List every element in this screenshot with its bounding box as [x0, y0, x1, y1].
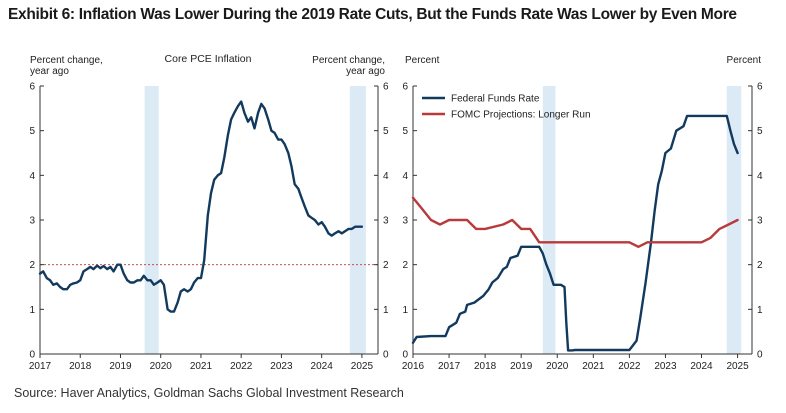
inflation-xtick-label: 2021 [190, 361, 213, 372]
inflation-xtick-label: 2023 [270, 361, 293, 372]
inflation-xtick-label: 2025 [351, 361, 374, 372]
inflation-ytick-label-right: 4 [383, 171, 389, 182]
inflation-shaded-period-1 [349, 86, 366, 354]
funds-rate-ytick-label-left: 2 [402, 260, 408, 271]
funds-rate-x-ticks: 2016 2017 2018 2019 2020 2021 2022 2023 2024 2025 [402, 354, 749, 372]
source-note: Source: Haver Analytics, Goldman Sachs G… [14, 386, 404, 400]
funds-rate-legend-label-1: FOMC Projections: Longer Run [451, 110, 591, 121]
inflation-ylabel-left-line: Percent change, [30, 55, 103, 66]
funds-rate-ytick-label-left: 1 [402, 305, 408, 316]
inflation-xtick-label: 2018 [69, 361, 92, 372]
inflation-xtick-label: 2022 [230, 361, 253, 372]
inflation-xtick-label: 2020 [150, 361, 173, 372]
inflation-shaded-period-0 [144, 86, 159, 354]
inflation-shaded-periods [144, 86, 366, 354]
inflation-ylabel-right: Percent change,year ago [312, 55, 385, 77]
funds-rate-xtick-label: 2025 [726, 361, 749, 372]
funds-rate-shaded-period-0 [542, 86, 556, 354]
inflation-ytick-label-left: 1 [29, 305, 35, 316]
inflation-ytick-label-right: 5 [383, 126, 389, 137]
inflation-xtick-label: 2017 [29, 361, 52, 372]
funds-rate-legend-label-0: Federal Funds Rate [451, 94, 540, 105]
funds-rate-xtick-label: 2023 [654, 361, 677, 372]
inflation-chart-title: Core PCE Inflation [165, 53, 252, 65]
funds-rate-xtick-label: 2018 [474, 361, 497, 372]
inflation-ytick-label-left: 4 [29, 171, 35, 182]
inflation-xtick-label: 2024 [311, 361, 334, 372]
funds-rate-chart: 0 01 12 23 34 45 56 6 2016 2017 2018 2019 2020 2021 2… [402, 55, 763, 372]
inflation-chart: 0 01 12 23 34 45 56 6 2017 2018 2019 2020 2021 2022 2… [29, 53, 389, 372]
funds-rate-ytick-label-right: 0 [757, 350, 763, 361]
funds-rate-ytick-label-right: 4 [757, 171, 763, 182]
funds-rate-legend: Federal Funds Rate FOMC Projections: Long… [422, 94, 591, 121]
inflation-ytick-label-right: 6 [383, 82, 389, 93]
inflation-ylabel-right-line: Percent change, [312, 55, 385, 66]
funds-rate-ylabel-left-line: Percent [405, 55, 440, 66]
funds-rate-xtick-label: 2016 [402, 361, 425, 372]
funds-rate-series [411, 114, 739, 352]
funds-rate-xtick-label: 2020 [546, 361, 569, 372]
exhibit-title: Exhibit 6: Inflation Was Lower During th… [8, 6, 737, 23]
inflation-x-ticks: 2017 2018 2019 2020 2021 2022 2023 2024 2025 [29, 354, 374, 372]
inflation-xtick-label: 2019 [109, 361, 132, 372]
funds-rate-y-ticks: 0 0 1 1 2 2 3 3 4 4 5 5 6 6 [402, 82, 763, 361]
funds-rate-ytick-label-left: 6 [402, 82, 408, 93]
funds-rate-ylabel-right-line: Percent [727, 55, 762, 66]
funds-rate-series-line-0 [411, 114, 739, 352]
funds-rate-ytick-label-left: 5 [402, 126, 408, 137]
funds-rate-ytick-label-right: 2 [757, 260, 763, 271]
funds-rate-ytick-label-left: 0 [402, 350, 408, 361]
funds-rate-ytick-label-left: 4 [402, 171, 408, 182]
inflation-ytick-label-left: 0 [29, 350, 35, 361]
funds-rate-xtick-label: 2024 [690, 361, 713, 372]
inflation-ytick-label-left: 3 [29, 216, 35, 227]
inflation-ytick-label-right: 0 [383, 350, 389, 361]
funds-rate-xtick-label: 2022 [618, 361, 641, 372]
inflation-y-ticks: 0 0 1 1 2 2 3 3 4 4 5 5 6 6 [29, 82, 389, 361]
funds-rate-xtick-label: 2017 [438, 361, 461, 372]
inflation-ylabel-left: Percent change,year ago [30, 55, 103, 77]
funds-rate-ytick-label-right: 3 [757, 216, 763, 227]
funds-rate-ytick-label-left: 3 [402, 216, 408, 227]
funds-rate-ytick-label-right: 1 [757, 305, 763, 316]
inflation-ytick-label-right: 3 [383, 216, 389, 227]
inflation-ytick-label-left: 5 [29, 126, 35, 137]
funds-rate-ylabel-right: Percent [727, 55, 762, 66]
funds-rate-xtick-label: 2019 [510, 361, 533, 372]
inflation-series-line-0 [38, 100, 364, 313]
inflation-ytick-label-right: 1 [383, 305, 389, 316]
funds-rate-xtick-label: 2021 [582, 361, 605, 372]
funds-rate-ytick-label-right: 5 [757, 126, 763, 137]
inflation-ylabel-left-line: year ago [30, 66, 69, 77]
inflation-ytick-label-right: 2 [383, 260, 389, 271]
funds-rate-series-line-1 [411, 196, 739, 249]
inflation-ylabel-right-line: year ago [346, 66, 385, 77]
funds-rate-ylabel-left: Percent [405, 55, 440, 66]
inflation-ytick-label-left: 6 [29, 82, 35, 93]
funds-rate-ytick-label-right: 6 [757, 82, 763, 93]
inflation-ytick-label-left: 2 [29, 260, 35, 271]
inflation-series [38, 100, 364, 313]
